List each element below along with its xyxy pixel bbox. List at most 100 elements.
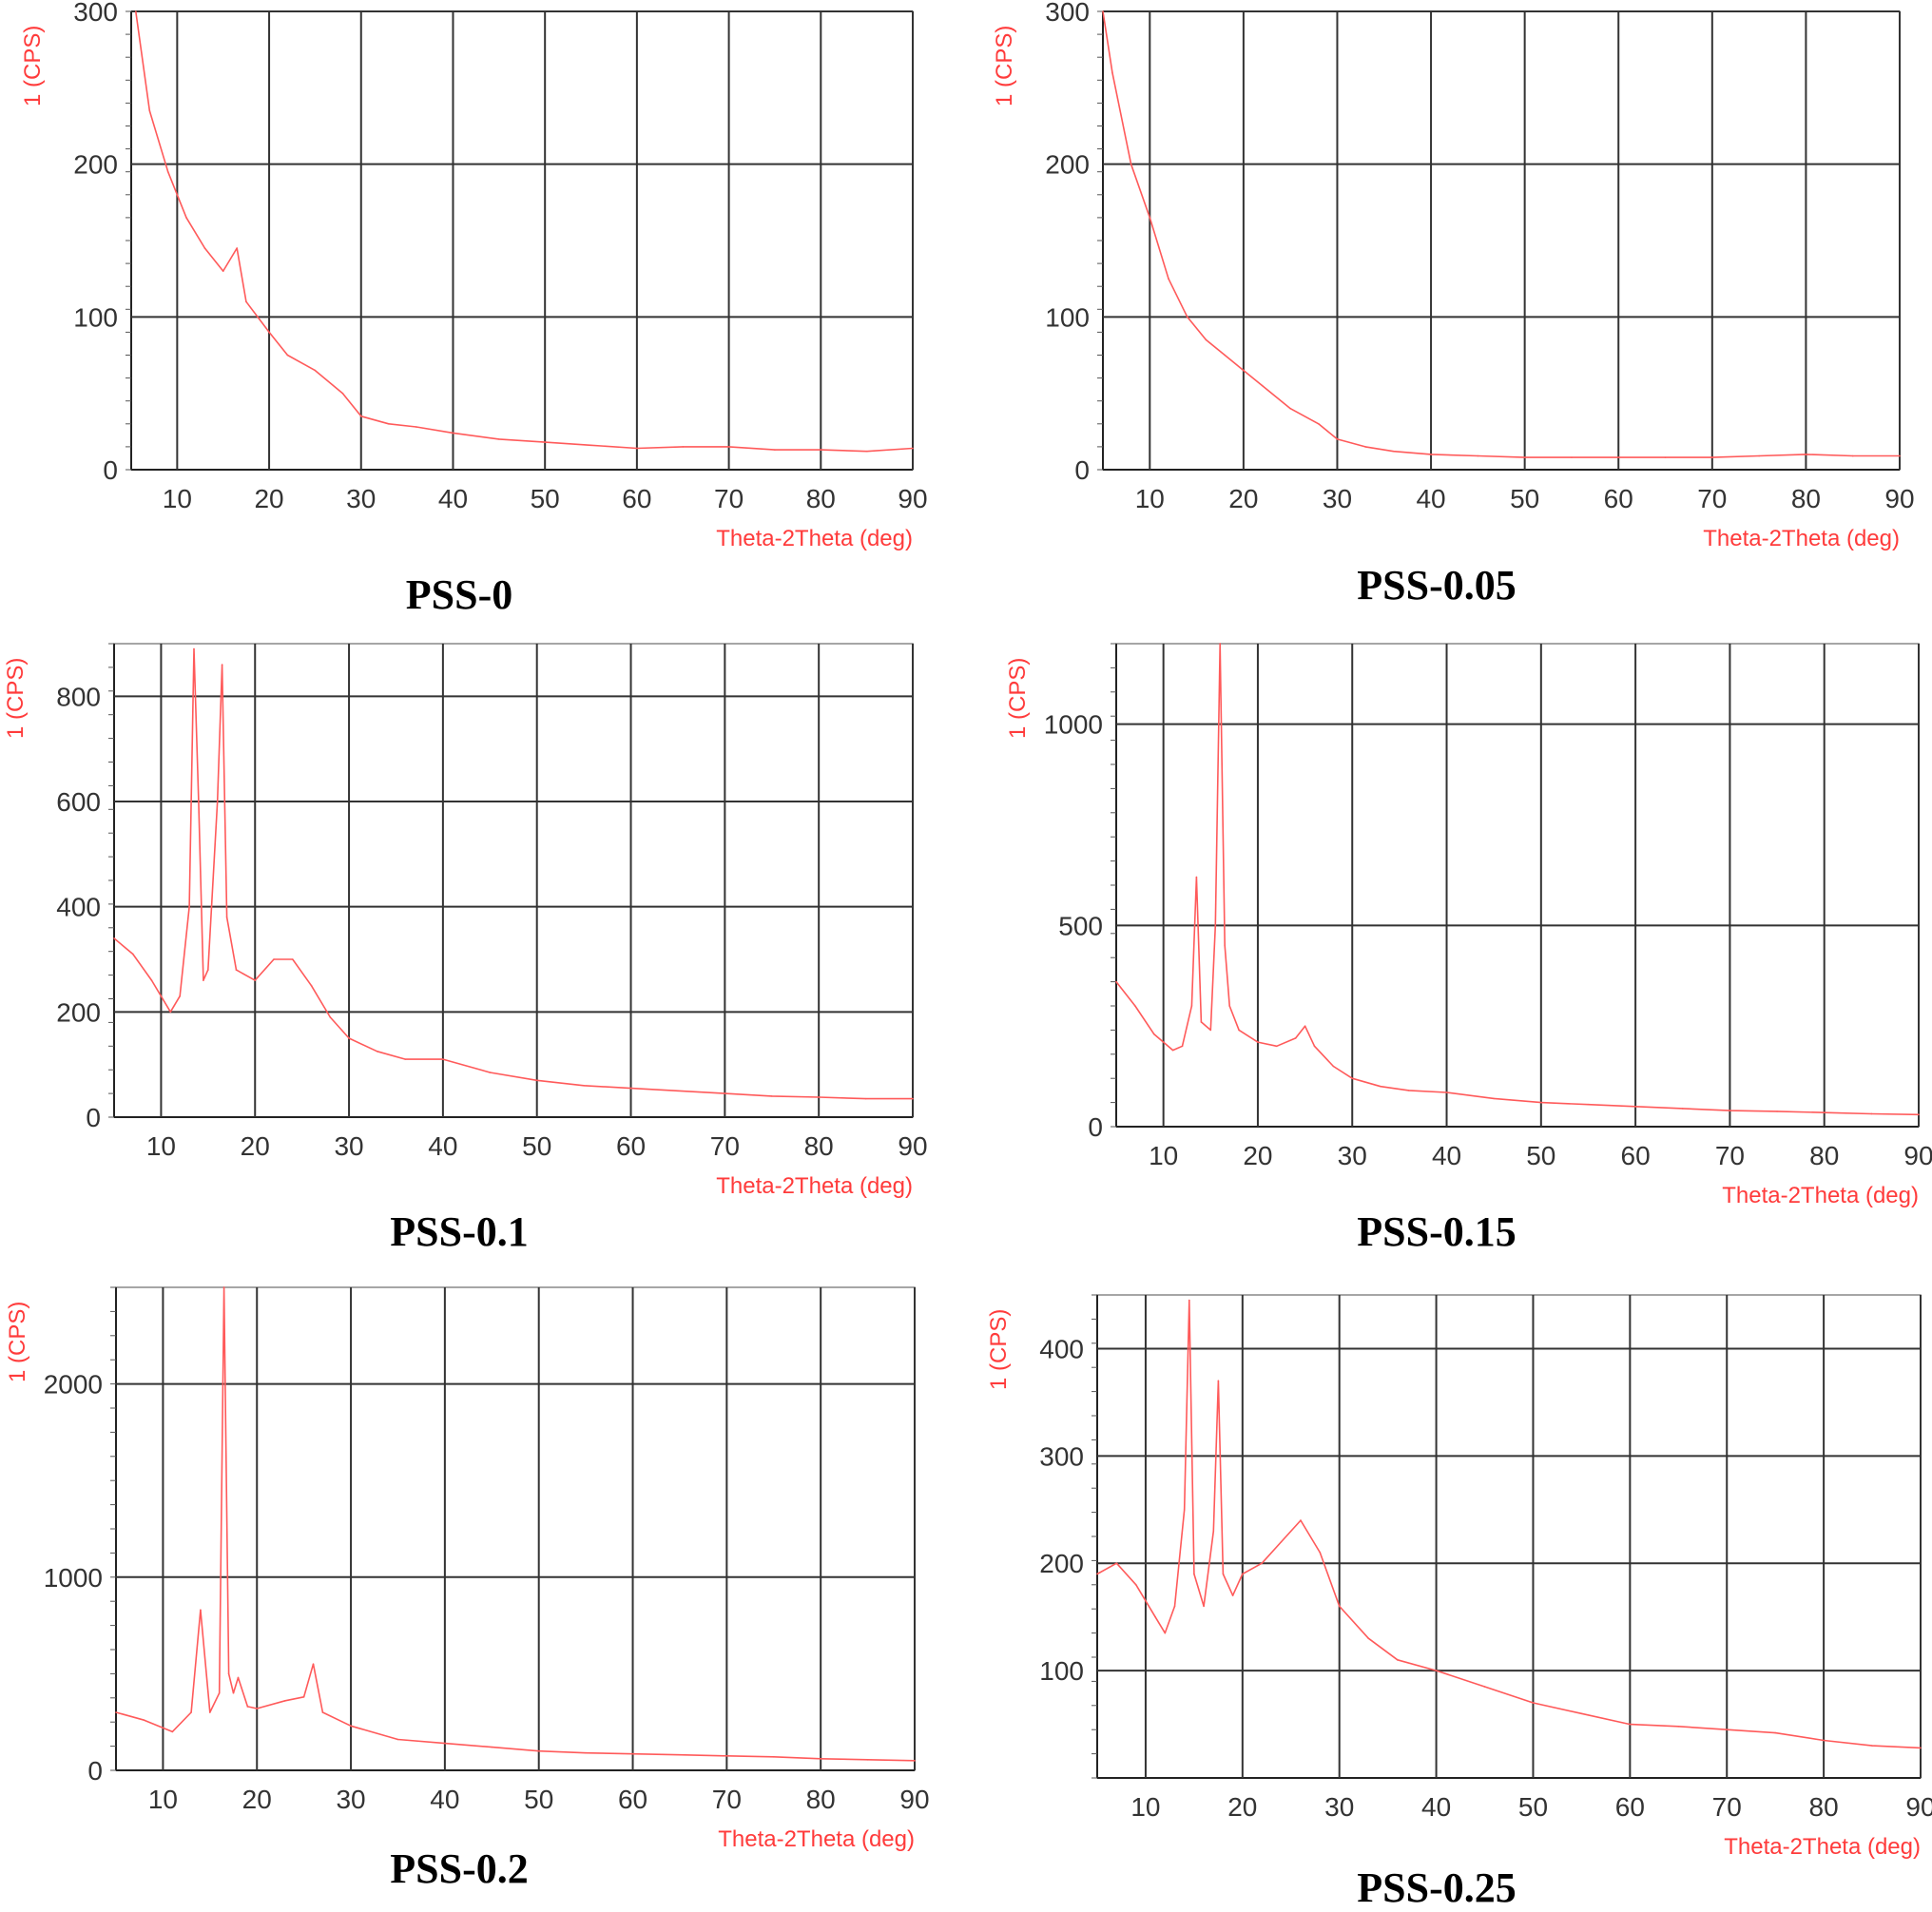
data-point bbox=[491, 1746, 493, 1748]
data-point bbox=[1209, 1029, 1212, 1032]
data-point bbox=[286, 354, 289, 357]
y-tick-label: 400 bbox=[56, 893, 101, 922]
chart-caption: PSS-0.25 bbox=[1357, 1864, 1517, 1911]
data-point bbox=[1483, 1686, 1486, 1688]
data-point bbox=[1367, 1637, 1370, 1640]
data-point bbox=[1899, 454, 1901, 457]
y-tick-label: 100 bbox=[1045, 302, 1090, 332]
y-tick-label: 200 bbox=[1045, 150, 1090, 180]
data-point bbox=[1152, 1033, 1155, 1035]
data-point bbox=[1217, 1380, 1220, 1382]
x-tick-label: 70 bbox=[1715, 1141, 1745, 1170]
data-point bbox=[774, 449, 776, 451]
chart-panel-pss-0: 10 20 30 40 50 60 70 80 90 0 100 200 300 1 (CPS) Theta… bbox=[0, 0, 951, 628]
data-point bbox=[727, 446, 730, 448]
data-point bbox=[1313, 1045, 1316, 1048]
data-point bbox=[677, 1090, 679, 1092]
x-tick-label: 80 bbox=[1809, 1141, 1839, 1170]
chart-panel-pss-0-25: 10 20 30 40 50 60 70 80 90 100 200 300 400 1 (CPS) The… bbox=[966, 1274, 1932, 1911]
data-point bbox=[1231, 1594, 1234, 1596]
data-point bbox=[1289, 407, 1291, 410]
y-tick-label: 100 bbox=[73, 302, 118, 332]
data-point bbox=[1134, 1584, 1137, 1586]
data-point bbox=[535, 1079, 538, 1082]
data-point bbox=[225, 916, 228, 918]
x-tick-label: 30 bbox=[336, 1785, 365, 1814]
data-point bbox=[222, 1286, 225, 1288]
data-point bbox=[489, 1072, 492, 1073]
data-point bbox=[1634, 1106, 1636, 1108]
y-axis-label: 1 (CPS) bbox=[20, 26, 46, 106]
data-point bbox=[1920, 1747, 1922, 1749]
x-tick-label: 80 bbox=[1809, 1792, 1839, 1822]
data-point bbox=[682, 446, 685, 448]
data-point bbox=[629, 1087, 632, 1090]
data-point bbox=[396, 1738, 399, 1741]
x-axis-label: Theta-2Theta (deg) bbox=[716, 1173, 913, 1199]
data-point bbox=[193, 647, 195, 650]
data-point bbox=[1711, 456, 1713, 458]
data-point bbox=[232, 1691, 235, 1694]
x-tick-label: 60 bbox=[616, 1131, 646, 1161]
data-point bbox=[1677, 1726, 1680, 1728]
x-tick-label: 70 bbox=[1712, 1792, 1742, 1822]
data-point bbox=[544, 441, 546, 443]
data-point bbox=[1493, 1097, 1495, 1100]
chart-caption: PSS-0.2 bbox=[390, 1845, 529, 1892]
x-tick-label: 50 bbox=[1526, 1141, 1555, 1170]
x-tick-label: 30 bbox=[1338, 1141, 1367, 1170]
data-point bbox=[1203, 1605, 1205, 1608]
data-point bbox=[350, 1725, 352, 1728]
data-point bbox=[679, 1753, 681, 1756]
data-point bbox=[236, 247, 239, 249]
x-tick-label: 50 bbox=[531, 484, 560, 513]
data-point bbox=[179, 995, 181, 997]
data-point bbox=[1164, 1632, 1167, 1634]
data-point bbox=[1224, 354, 1226, 357]
data-point bbox=[245, 300, 247, 303]
x-axis-label: Theta-2Theta (deg) bbox=[1703, 526, 1900, 551]
x-tick-label: 30 bbox=[346, 484, 376, 513]
plot-area bbox=[1096, 1294, 1922, 1779]
data-point bbox=[1193, 1573, 1195, 1575]
y-axis-label: 1 (CPS) bbox=[992, 26, 1017, 106]
data-point bbox=[415, 426, 417, 428]
data-point bbox=[1149, 217, 1151, 219]
data-point bbox=[1300, 1519, 1302, 1521]
x-tick-label: 70 bbox=[710, 1131, 740, 1161]
data-point bbox=[864, 1097, 867, 1100]
data-point bbox=[310, 984, 313, 987]
data-point bbox=[218, 1691, 221, 1694]
data-point bbox=[1190, 1005, 1193, 1007]
x-tick-label: 60 bbox=[1604, 484, 1633, 513]
data-point bbox=[1532, 1702, 1535, 1704]
data-point bbox=[1200, 1021, 1203, 1023]
y-tick-label: 500 bbox=[1058, 911, 1103, 940]
data-point bbox=[312, 1663, 315, 1666]
chart-caption: PSS-0.05 bbox=[1357, 562, 1517, 608]
x-tick-label: 40 bbox=[1416, 484, 1445, 513]
y-tick-label: 100 bbox=[1039, 1656, 1084, 1686]
data-point bbox=[1617, 456, 1620, 458]
data-point bbox=[227, 1672, 230, 1675]
xrd-plot: 10 20 30 40 50 60 70 80 90 100 200 300 400 1 (CPS) The… bbox=[986, 1294, 1932, 1860]
x-tick-label: 10 bbox=[148, 1785, 178, 1814]
chart-panel-pss-0-2: 10 20 30 40 50 60 70 80 90 0 1000 2000 1 (CPS) Theta-… bbox=[0, 1274, 951, 1910]
plot-area bbox=[130, 10, 914, 471]
x-tick-label: 60 bbox=[622, 484, 651, 513]
data-point bbox=[207, 969, 209, 971]
xrd-plot: 10 20 30 40 50 60 70 80 90 0 500 1000 1 (CPS) Theta-2… bbox=[1005, 643, 1932, 1208]
data-point bbox=[820, 449, 822, 451]
x-tick-label: 90 bbox=[899, 1785, 929, 1814]
data-point bbox=[1392, 450, 1395, 453]
data-point bbox=[209, 1711, 211, 1713]
x-tick-label: 60 bbox=[1621, 1141, 1651, 1170]
data-point bbox=[725, 1754, 728, 1757]
data-point bbox=[341, 392, 344, 395]
data-point bbox=[1195, 876, 1198, 879]
plot-area bbox=[1102, 10, 1901, 471]
x-tick-label: 50 bbox=[1510, 484, 1539, 513]
x-tick-label: 60 bbox=[618, 1785, 647, 1814]
data-point bbox=[866, 1759, 869, 1761]
x-tick-label: 90 bbox=[1903, 1141, 1932, 1170]
